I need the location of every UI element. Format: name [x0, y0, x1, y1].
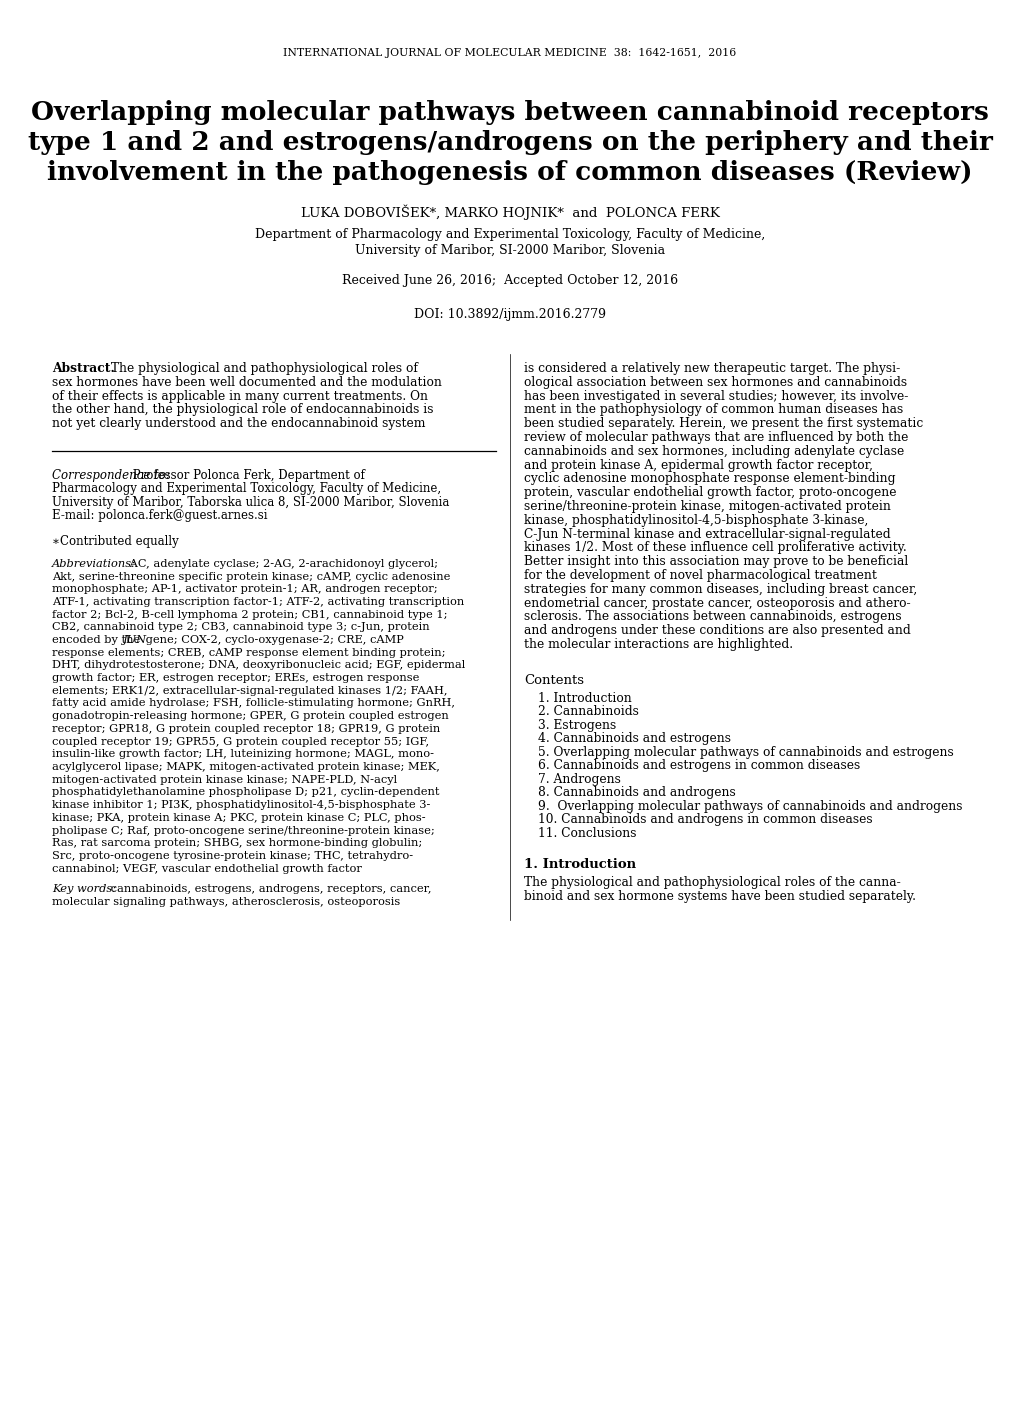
Text: type 1 and 2 and estrogens/androgens on the periphery and their: type 1 and 2 and estrogens/androgens on …: [28, 130, 991, 155]
Text: binoid and sex hormone systems have been studied separately.: binoid and sex hormone systems have been…: [524, 890, 915, 903]
Text: 7. Androgens: 7. Androgens: [537, 773, 621, 786]
Text: review of molecular pathways that are influenced by both the: review of molecular pathways that are in…: [524, 431, 908, 444]
Text: The physiological and pathophysiological roles of: The physiological and pathophysiological…: [107, 362, 418, 375]
Text: The physiological and pathophysiological roles of the canna-: The physiological and pathophysiological…: [524, 876, 900, 890]
Text: kinase inhibitor 1; PI3K, phosphatidylinositol-4,5-bisphosphate 3-: kinase inhibitor 1; PI3K, phosphatidylin…: [52, 800, 430, 810]
Text: JUN: JUN: [123, 635, 147, 645]
Text: mitogen-activated protein kinase kinase; NAPE-PLD, N-acyl: mitogen-activated protein kinase kinase;…: [52, 774, 396, 784]
Text: molecular signaling pathways, atherosclerosis, osteoporosis: molecular signaling pathways, atheroscle…: [52, 897, 399, 907]
Text: encoded by the: encoded by the: [52, 635, 144, 645]
Text: of their effects is applicable in many current treatments. On: of their effects is applicable in many c…: [52, 390, 428, 403]
Text: 3. Estrogens: 3. Estrogens: [537, 719, 615, 732]
Text: and androgens under these conditions are also presented and: and androgens under these conditions are…: [524, 624, 910, 638]
Text: has been investigated in several studies; however, its involve-: has been investigated in several studies…: [524, 390, 908, 403]
Text: Better insight into this association may prove to be beneficial: Better insight into this association may…: [524, 555, 907, 569]
Text: Src, proto-oncogene tyrosine-protein kinase; THC, tetrahydro-: Src, proto-oncogene tyrosine-protein kin…: [52, 850, 413, 860]
Text: Key words:: Key words:: [52, 884, 116, 894]
Text: cannabinol; VEGF, vascular endothelial growth factor: cannabinol; VEGF, vascular endothelial g…: [52, 863, 362, 873]
Text: pholipase C; Raf, proto-oncogene serine/threonine-protein kinase;: pholipase C; Raf, proto-oncogene serine/…: [52, 825, 434, 835]
Text: LUKA DOBOVIŠEK*, MARKO HOJNIK*  and  POLONCA FERK: LUKA DOBOVIŠEK*, MARKO HOJNIK* and POLON…: [301, 204, 718, 220]
Text: not yet clearly understood and the endocannabinoid system: not yet clearly understood and the endoc…: [52, 417, 425, 431]
Text: gonadotropin-releasing hormone; GPER, G protein coupled estrogen: gonadotropin-releasing hormone; GPER, G …: [52, 711, 448, 721]
Text: gene; COX-2, cyclo-oxygenase-2; CRE, cAMP: gene; COX-2, cyclo-oxygenase-2; CRE, cAM…: [142, 635, 404, 645]
Text: is considered a relatively new therapeutic target. The physi-: is considered a relatively new therapeut…: [524, 362, 900, 375]
Text: 11. Conclusions: 11. Conclusions: [537, 826, 636, 839]
Text: C-Jun N-terminal kinase and extracellular-signal-regulated: C-Jun N-terminal kinase and extracellula…: [524, 528, 890, 541]
Text: University of Maribor, Taborska ulica 8, SI-2000 Maribor, Slovenia: University of Maribor, Taborska ulica 8,…: [52, 496, 449, 508]
Text: AC, adenylate cyclase; 2-AG, 2-arachidonoyl glycerol;: AC, adenylate cyclase; 2-AG, 2-arachidon…: [126, 559, 437, 569]
Text: ological association between sex hormones and cannabinoids: ological association between sex hormone…: [524, 376, 906, 389]
Text: sex hormones have been well documented and the modulation: sex hormones have been well documented a…: [52, 376, 441, 389]
Text: the molecular interactions are highlighted.: the molecular interactions are highlight…: [524, 638, 793, 650]
Text: Pharmacology and Experimental Toxicology, Faculty of Medicine,: Pharmacology and Experimental Toxicology…: [52, 483, 440, 496]
Text: Received June 26, 2016;  Accepted October 12, 2016: Received June 26, 2016; Accepted October…: [341, 275, 678, 287]
Text: 8. Cannabinoids and androgens: 8. Cannabinoids and androgens: [537, 786, 735, 800]
Text: University of Maribor, SI-2000 Maribor, Slovenia: University of Maribor, SI-2000 Maribor, …: [355, 244, 664, 258]
Text: endometrial cancer, prostate cancer, osteoporosis and athero-: endometrial cancer, prostate cancer, ost…: [524, 597, 910, 610]
Text: 2. Cannabinoids: 2. Cannabinoids: [537, 705, 638, 718]
Text: INTERNATIONAL JOURNAL OF MOLECULAR MEDICINE  38:  1642-1651,  2016: INTERNATIONAL JOURNAL OF MOLECULAR MEDIC…: [283, 48, 736, 58]
Text: DOI: 10.3892/ijmm.2016.2779: DOI: 10.3892/ijmm.2016.2779: [414, 308, 605, 321]
Text: Abbreviations:: Abbreviations:: [52, 559, 136, 569]
Text: growth factor; ER, estrogen receptor; EREs, estrogen response: growth factor; ER, estrogen receptor; ER…: [52, 673, 419, 683]
Text: sclerosis. The associations between cannabinoids, estrogens: sclerosis. The associations between cann…: [524, 611, 901, 624]
Text: been studied separately. Herein, we present the first systematic: been studied separately. Herein, we pres…: [524, 417, 922, 431]
Text: acylglycerol lipase; MAPK, mitogen-activated protein kinase; MEK,: acylglycerol lipase; MAPK, mitogen-activ…: [52, 762, 439, 772]
Text: 1. Introduction: 1. Introduction: [537, 691, 631, 705]
Text: kinases 1/2. Most of these influence cell proliferative activity.: kinases 1/2. Most of these influence cel…: [524, 542, 906, 555]
Text: protein, vascular endothelial growth factor, proto-oncogene: protein, vascular endothelial growth fac…: [524, 486, 896, 500]
Text: Professor Polonca Ferk, Department of: Professor Polonca Ferk, Department of: [128, 469, 365, 482]
Text: insulin-like growth factor; LH, luteinizing hormone; MAGL, mono-: insulin-like growth factor; LH, luteiniz…: [52, 749, 433, 759]
Text: strategies for many common diseases, including breast cancer,: strategies for many common diseases, inc…: [524, 583, 916, 596]
Text: Ras, rat sarcoma protein; SHBG, sex hormone-binding globulin;: Ras, rat sarcoma protein; SHBG, sex horm…: [52, 838, 422, 848]
Text: ment in the pathophysiology of common human diseases has: ment in the pathophysiology of common hu…: [524, 404, 903, 417]
Text: E-mail: polonca.ferk@guest.arnes.si: E-mail: polonca.ferk@guest.arnes.si: [52, 508, 267, 522]
Text: involvement in the pathogenesis of common diseases (Review): involvement in the pathogenesis of commo…: [47, 161, 972, 184]
Text: monophosphate; AP-1, activator protein-1; AR, androgen receptor;: monophosphate; AP-1, activator protein-1…: [52, 584, 437, 594]
Text: kinase, phosphatidylinositol-4,5-bisphosphate 3-kinase,: kinase, phosphatidylinositol-4,5-bisphos…: [524, 514, 867, 527]
Text: 1. Introduction: 1. Introduction: [524, 859, 636, 872]
Text: cannabinoids and sex hormones, including adenylate cyclase: cannabinoids and sex hormones, including…: [524, 445, 904, 458]
Text: Akt, serine-threonine specific protein kinase; cAMP, cyclic adenosine: Akt, serine-threonine specific protein k…: [52, 572, 450, 582]
Text: serine/threonine-protein kinase, mitogen-activated protein: serine/threonine-protein kinase, mitogen…: [524, 500, 890, 513]
Text: CB2, cannabinoid type 2; CB3, cannabinoid type 3; c-Jun, protein: CB2, cannabinoid type 2; CB3, cannabinoi…: [52, 622, 429, 632]
Text: ∗Contributed equally: ∗Contributed equally: [52, 535, 178, 549]
Text: Abstract.: Abstract.: [52, 362, 115, 375]
Text: response elements; CREB, cAMP response element binding protein;: response elements; CREB, cAMP response e…: [52, 648, 445, 658]
Text: the other hand, the physiological role of endocannabinoids is: the other hand, the physiological role o…: [52, 404, 433, 417]
Text: factor 2; Bcl-2, B-cell lymphoma 2 protein; CB1, cannabinoid type 1;: factor 2; Bcl-2, B-cell lymphoma 2 prote…: [52, 610, 447, 620]
Text: 5. Overlapping molecular pathways of cannabinoids and estrogens: 5. Overlapping molecular pathways of can…: [537, 746, 953, 759]
Text: ATF-1, activating transcription factor-1; ATF-2, activating transcription: ATF-1, activating transcription factor-1…: [52, 597, 464, 607]
Text: DHT, dihydrotestosterone; DNA, deoxyribonucleic acid; EGF, epidermal: DHT, dihydrotestosterone; DNA, deoxyribo…: [52, 660, 465, 670]
Text: Contents: Contents: [524, 674, 584, 687]
Text: elements; ERK1/2, extracellular-signal-regulated kinases 1/2; FAAH,: elements; ERK1/2, extracellular-signal-r…: [52, 686, 447, 696]
Text: cannabinoids, estrogens, androgens, receptors, cancer,: cannabinoids, estrogens, androgens, rece…: [107, 884, 431, 894]
Text: phosphatidylethanolamine phospholipase D; p21, cyclin-dependent: phosphatidylethanolamine phospholipase D…: [52, 787, 439, 797]
Text: 4. Cannabinoids and estrogens: 4. Cannabinoids and estrogens: [537, 732, 731, 745]
Text: fatty acid amide hydrolase; FSH, follicle-stimulating hormone; GnRH,: fatty acid amide hydrolase; FSH, follicl…: [52, 698, 454, 708]
Text: coupled receptor 19; GPR55, G protein coupled receptor 55; IGF,: coupled receptor 19; GPR55, G protein co…: [52, 736, 429, 746]
Text: Overlapping molecular pathways between cannabinoid receptors: Overlapping molecular pathways between c…: [31, 100, 988, 125]
Text: Department of Pharmacology and Experimental Toxicology, Faculty of Medicine,: Department of Pharmacology and Experimen…: [255, 228, 764, 241]
Text: and protein kinase A, epidermal growth factor receptor,: and protein kinase A, epidermal growth f…: [524, 459, 872, 472]
Text: 10. Cannabinoids and androgens in common diseases: 10. Cannabinoids and androgens in common…: [537, 814, 872, 826]
Text: kinase; PKA, protein kinase A; PKC, protein kinase C; PLC, phos-: kinase; PKA, protein kinase A; PKC, prot…: [52, 812, 425, 822]
Text: Correspondence to:: Correspondence to:: [52, 469, 170, 482]
Text: 9.  Overlapping molecular pathways of cannabinoids and androgens: 9. Overlapping molecular pathways of can…: [537, 800, 962, 812]
Text: receptor; GPR18, G protein coupled receptor 18; GPR19, G protein: receptor; GPR18, G protein coupled recep…: [52, 724, 440, 734]
Text: for the development of novel pharmacological treatment: for the development of novel pharmacolog…: [524, 569, 876, 582]
Text: cyclic adenosine monophosphate response element-binding: cyclic adenosine monophosphate response …: [524, 473, 895, 486]
Text: 6. Cannabinoids and estrogens in common diseases: 6. Cannabinoids and estrogens in common …: [537, 759, 859, 773]
